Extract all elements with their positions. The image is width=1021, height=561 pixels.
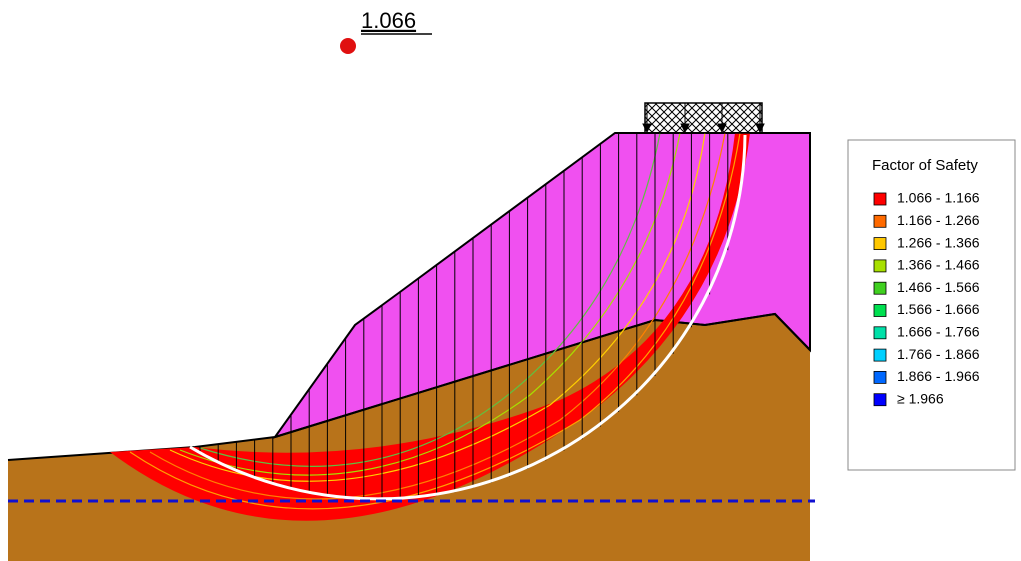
legend-label: 1.366 - 1.466 (897, 257, 980, 273)
trial-surfaces (129, 132, 741, 510)
legend-swatch (873, 281, 887, 295)
legend-swatch (873, 237, 887, 251)
legend-swatch (873, 192, 887, 206)
legend-swatch (873, 348, 887, 362)
legend-label: 1.866 - 1.966 (897, 368, 980, 384)
legend-items: 1.066 - 1.166 1.166 - 1.266 1.266 - 1.366 1… (873, 190, 980, 407)
legend-swatch (873, 370, 887, 384)
trial-surface (179, 132, 681, 476)
slices (199, 133, 729, 500)
legend-label: 1.166 - 1.266 (897, 212, 980, 228)
trial-surface (149, 132, 726, 500)
slip-zone (110, 133, 750, 521)
trial-surface (169, 132, 706, 482)
legend-swatch (873, 214, 887, 228)
legend-swatch (873, 393, 887, 407)
legend-label: 1.766 - 1.866 (897, 346, 980, 362)
legend-label: 1.466 - 1.566 (897, 279, 980, 295)
legend-title: Factor of Safety (872, 157, 978, 174)
legend-label: 1.666 - 1.766 (897, 324, 980, 340)
legend-swatch (873, 259, 887, 273)
slip-center (340, 38, 356, 54)
legend-label: 1.566 - 1.666 (897, 301, 980, 317)
legend-swatch (873, 326, 887, 340)
trial-surface (129, 132, 741, 510)
legend-label: 1.066 - 1.166 (897, 190, 980, 206)
legend-label: 1.266 - 1.366 (897, 234, 980, 250)
legend-label: ≥ 1.966 (897, 390, 944, 406)
legend-swatch (873, 304, 887, 317)
distributed-load (644, 102, 763, 134)
critical-fos: 1.066 (361, 8, 416, 33)
trial-surface (199, 132, 661, 467)
critical-slip-surface (189, 134, 747, 501)
load-arrows (642, 103, 765, 134)
